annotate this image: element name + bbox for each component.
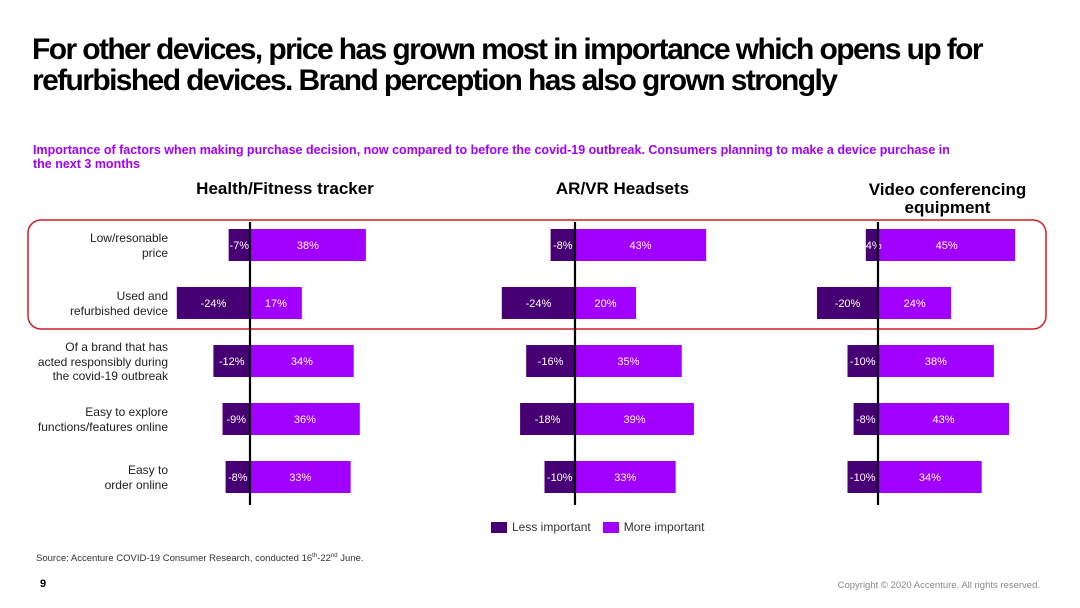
data-label-less-health-refurbished: -24% xyxy=(201,298,227,310)
data-label-more-health-explore: 36% xyxy=(294,414,316,426)
data-label-more-video-refurbished: 24% xyxy=(904,298,926,310)
chart-legend: Less important More important xyxy=(491,520,716,534)
panel-title-video-conferencing: Video conferencing equipment xyxy=(868,180,1027,217)
highlight-box xyxy=(27,219,1047,330)
source-sup: nd xyxy=(330,553,338,559)
bar-more-health-explore xyxy=(250,403,360,435)
bar-less-arvr-refurbished xyxy=(501,287,575,319)
row-label-explore: Easy to explore functions/features onlin… xyxy=(20,405,168,434)
bar-more-health-price xyxy=(250,229,366,261)
bar-less-health-explore xyxy=(222,403,250,435)
data-label-less-arvr-brand: -16% xyxy=(538,356,564,368)
bar-more-video-brand xyxy=(878,345,994,377)
data-label-less-video-brand: -10% xyxy=(850,356,876,368)
source-text: -22 xyxy=(317,553,331,565)
legend-swatch-more xyxy=(602,521,619,533)
row-label-line: refurbished device xyxy=(69,303,168,318)
bar-more-video-order xyxy=(878,461,982,493)
legend-swatch-less xyxy=(491,521,507,533)
data-label-less-arvr-order: -10% xyxy=(547,472,573,484)
bar-less-health-brand xyxy=(213,345,250,377)
row-label-line: functions/features online xyxy=(37,419,168,434)
row-label-line: Low/resonable xyxy=(89,231,168,245)
data-label-less-health-order: -8% xyxy=(228,472,248,484)
data-label-less-arvr-refurbished: -24% xyxy=(526,298,552,310)
bar-more-health-brand xyxy=(250,345,354,377)
bar-more-arvr-explore xyxy=(575,403,694,435)
data-label-more-arvr-order: 33% xyxy=(614,472,636,484)
bar-less-health-refurbished xyxy=(176,287,250,319)
page-number: 9 xyxy=(40,578,47,590)
row-label-line: order online xyxy=(104,477,168,492)
data-label-less-health-price: -7% xyxy=(230,240,250,252)
bar-less-video-explore xyxy=(853,403,878,435)
row-label-price: Low/resonable price xyxy=(20,231,168,260)
data-label-more-video-explore: 43% xyxy=(933,414,955,426)
bar-more-video-price xyxy=(878,229,1016,261)
bar-less-health-price xyxy=(228,229,250,261)
legend-item-more: More important xyxy=(602,520,705,534)
bar-less-video-brand xyxy=(847,345,878,377)
row-label-brand: Of a brand that has acted responsibly du… xyxy=(20,340,168,384)
row-label-line: Easy to explore xyxy=(85,405,168,419)
bar-more-video-explore xyxy=(878,403,1010,435)
data-label-more-arvr-price: 43% xyxy=(630,240,652,252)
data-label-more-health-price: 38% xyxy=(297,240,319,252)
bar-less-arvr-price xyxy=(550,229,575,261)
bar-less-arvr-order xyxy=(544,461,575,493)
panel-title-health-fitness: Health/Fitness tracker xyxy=(196,179,374,198)
slide-headline: For other devices, price has grown most … xyxy=(32,33,984,97)
row-label-line: Easy to xyxy=(127,463,168,477)
row-label-line: price xyxy=(141,245,168,260)
bar-less-health-order xyxy=(225,461,250,493)
chart-subtitle: Importance of factors when making purcha… xyxy=(33,143,950,171)
row-label-order: Easy to order online xyxy=(20,463,168,492)
bar-less-arvr-brand xyxy=(526,345,575,377)
data-label-less-video-explore: -8% xyxy=(856,414,876,426)
panel-title-ar-vr: AR/VR Headsets xyxy=(555,179,690,198)
row-label-line: Used and xyxy=(116,289,168,303)
source-sup: th xyxy=(312,553,318,559)
data-label-more-health-order: 33% xyxy=(289,472,311,484)
copyright-notice: Copyright © 2020 Accenture. All rights r… xyxy=(837,580,1040,591)
data-label-more-health-refurbished: 17% xyxy=(265,298,287,310)
data-label-more-arvr-brand: 35% xyxy=(617,356,639,368)
data-label-more-video-brand: 38% xyxy=(925,356,947,368)
data-label-more-arvr-explore: 39% xyxy=(623,414,645,426)
data-label-less-health-brand: -12% xyxy=(219,356,245,368)
bar-more-arvr-brand xyxy=(575,345,682,377)
source-text: June. xyxy=(337,553,364,565)
bar-less-video-price xyxy=(865,229,878,261)
bar-more-video-refurbished xyxy=(878,287,952,319)
bar-more-health-refurbished xyxy=(250,287,302,319)
source-text: Source: Accenture COVID-19 Consumer Rese… xyxy=(36,553,313,565)
data-label-less-health-explore: -9% xyxy=(226,414,246,426)
legend-label-less: Less important xyxy=(512,520,591,534)
bar-less-video-refurbished xyxy=(817,287,878,319)
bar-more-arvr-order xyxy=(575,461,676,493)
bar-less-arvr-explore xyxy=(520,403,575,435)
data-label-less-video-refurbished: -20% xyxy=(835,298,861,310)
data-label-less-arvr-explore: -18% xyxy=(535,414,561,426)
row-label-line: the covid-19 outbreak xyxy=(52,369,168,383)
data-label-more-video-order: 34% xyxy=(919,472,941,484)
row-label-refurbished: Used and refurbished device xyxy=(20,289,168,318)
data-label-less-video-order: -10% xyxy=(850,472,876,484)
bar-less-video-order xyxy=(847,461,878,493)
bar-more-arvr-refurbished xyxy=(575,287,636,319)
data-label-more-health-brand: 34% xyxy=(291,356,313,368)
row-label-line: acted responsibly during xyxy=(37,354,168,369)
legend-label-more: More important xyxy=(623,520,705,534)
data-label-more-video-price: 45% xyxy=(936,240,958,252)
legend-item-less: Less important xyxy=(491,520,591,534)
source-note: Source: Accenture COVID-19 Consumer Rese… xyxy=(36,553,364,564)
row-label-line: Of a brand that has xyxy=(65,340,168,354)
data-label-less-arvr-price: -8% xyxy=(553,240,573,252)
bar-more-arvr-price xyxy=(575,229,707,261)
bar-more-health-order xyxy=(250,461,351,493)
data-label-more-arvr-refurbished: 20% xyxy=(594,298,616,310)
